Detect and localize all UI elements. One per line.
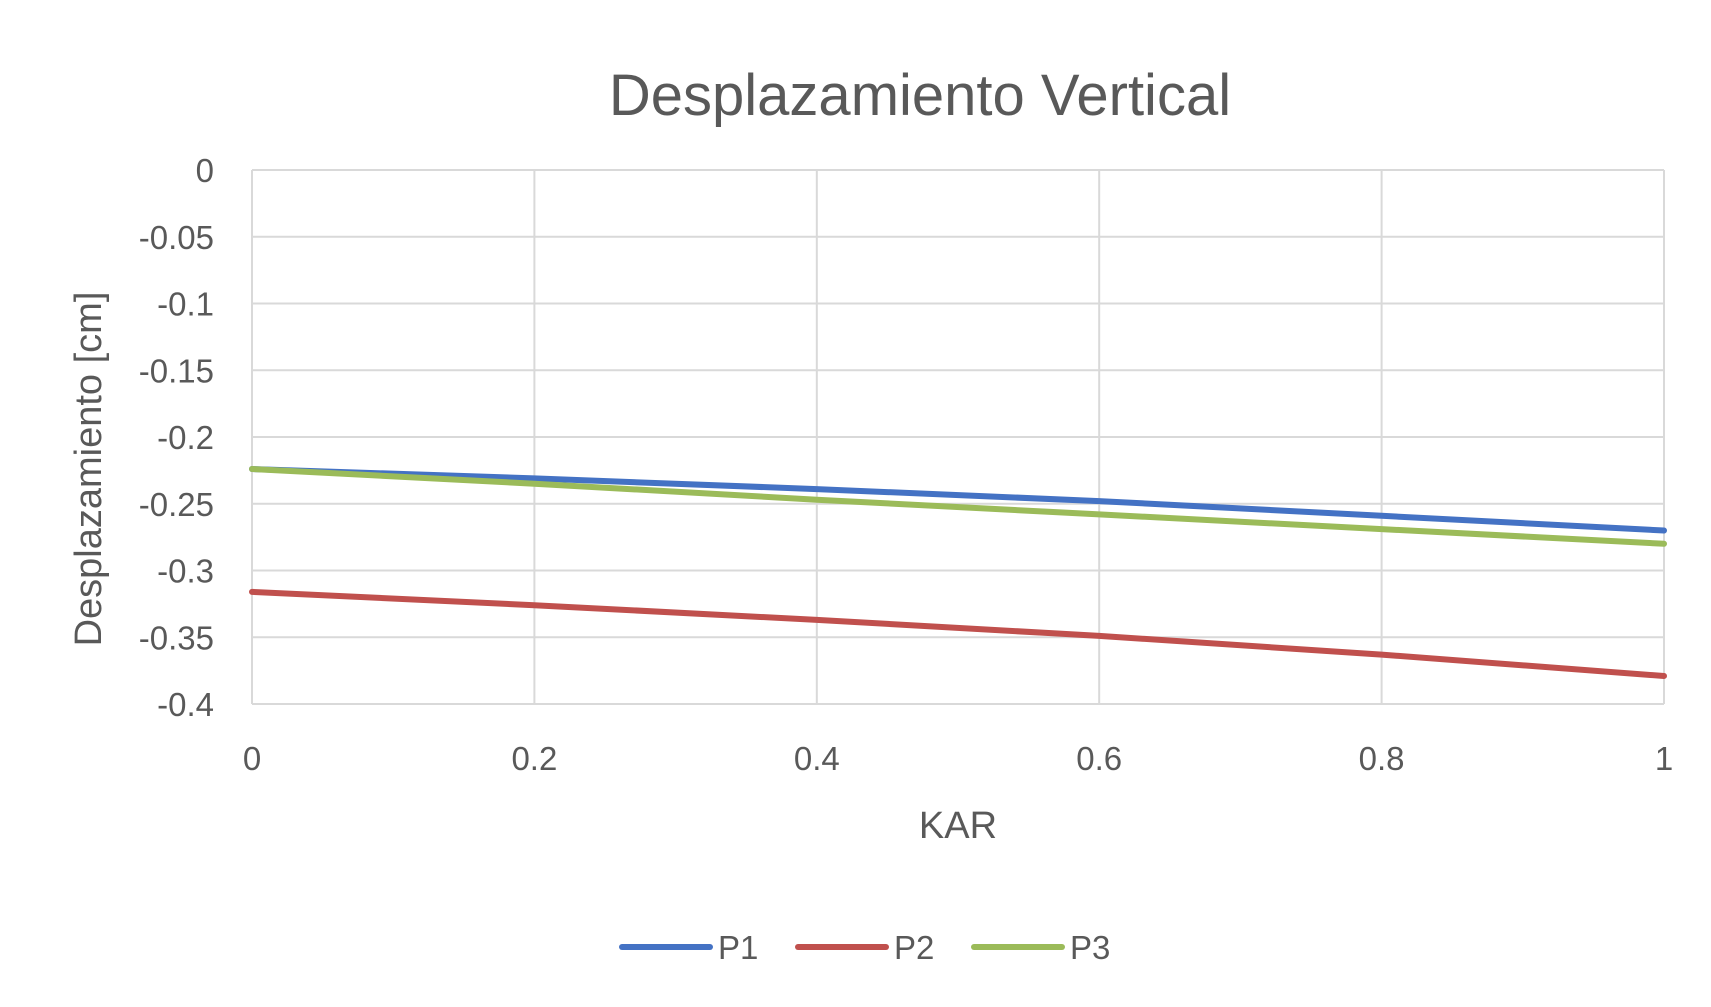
x-tick-label: 0.2 [511, 740, 557, 777]
series-line-p2 [249, 588, 1667, 679]
legend-label-p2: P2 [894, 929, 934, 966]
series-line-p3 [249, 466, 1667, 547]
y-axis-label: Desplazamiento [cm] [68, 292, 110, 647]
y-tick-label: -0.4 [157, 686, 214, 723]
chart-title: Desplazamiento Vertical [609, 63, 1231, 128]
series-lines [249, 466, 1667, 679]
x-tick-label: 0.6 [1076, 740, 1122, 777]
y-tick-label: -0.35 [139, 619, 214, 656]
series-line-p1 [249, 466, 1667, 534]
y-tick-label: -0.2 [157, 419, 214, 456]
x-tick-label: 0 [243, 740, 261, 777]
x-tick-label: 0.8 [1359, 740, 1405, 777]
y-tick-label: -0.3 [157, 553, 214, 590]
x-axis-ticks: 0 0.2 0.4 0.6 0.8 1 [243, 740, 1673, 777]
y-tick-label: -0.1 [157, 286, 214, 323]
y-tick-label: -0.25 [139, 486, 214, 523]
y-axis-ticks: 0 -0.05 -0.1 -0.15 -0.2 -0.25 -0.3 -0.35 -0.4 [139, 152, 214, 723]
y-tick-label: -0.15 [139, 352, 214, 389]
legend-label-p1: P1 [718, 929, 758, 966]
x-axis-label: KAR [919, 805, 997, 847]
legend-label-p3: P3 [1070, 929, 1110, 966]
y-tick-label: -0.05 [139, 219, 214, 256]
grid [251, 169, 1665, 705]
x-tick-label: 0.4 [794, 740, 840, 777]
x-tick-label: 1 [1655, 740, 1673, 777]
legend: P1 P2 P3 [619, 929, 1110, 966]
y-tick-label: 0 [196, 152, 214, 189]
